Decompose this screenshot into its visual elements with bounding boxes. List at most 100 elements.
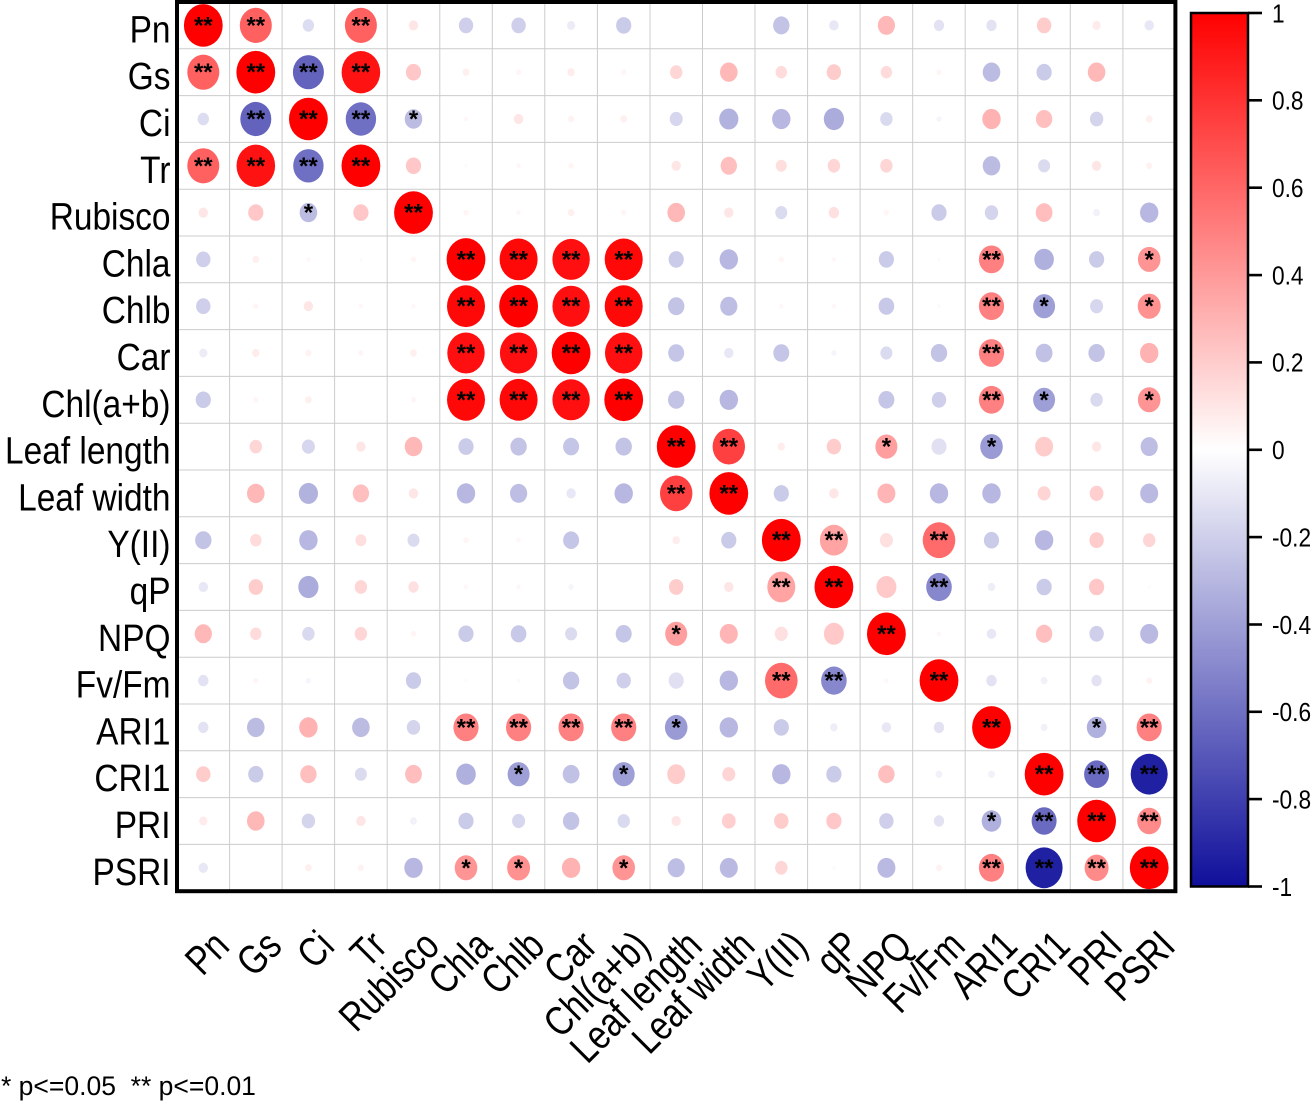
svg-text:**: ** — [457, 340, 476, 367]
svg-text:**: ** — [719, 434, 738, 461]
svg-text:NPQ: NPQ — [98, 617, 170, 659]
svg-text:Fv/Fm: Fv/Fm — [76, 664, 171, 706]
svg-text:*: * — [672, 714, 682, 741]
svg-text:*: * — [514, 855, 524, 882]
svg-text:**: ** — [352, 12, 371, 39]
svg-text:**: ** — [509, 714, 528, 741]
svg-text:**: ** — [1140, 808, 1159, 835]
svg-text:**: ** — [614, 293, 633, 320]
svg-text:**: ** — [562, 246, 581, 273]
svg-text:*: * — [987, 434, 997, 461]
svg-text:*: * — [304, 200, 314, 227]
svg-text:**: ** — [982, 340, 1001, 367]
svg-text:0.2: 0.2 — [1272, 350, 1304, 379]
svg-text:**: ** — [1087, 808, 1106, 835]
svg-text:**: ** — [509, 340, 528, 367]
svg-text:0.6: 0.6 — [1272, 175, 1304, 204]
svg-text:**: ** — [509, 387, 528, 414]
svg-text:**: ** — [930, 668, 949, 695]
svg-text:qP: qP — [130, 570, 171, 612]
svg-text:Y(II): Y(II) — [107, 523, 170, 565]
svg-text:**: ** — [614, 714, 633, 741]
svg-text:**: ** — [352, 59, 371, 86]
svg-text:1: 1 — [1272, 0, 1285, 29]
svg-text:**: ** — [562, 714, 581, 741]
svg-text:Ci: Ci — [139, 102, 171, 144]
svg-text:ARI1: ARI1 — [96, 710, 170, 752]
svg-text:**: ** — [457, 293, 476, 320]
svg-text:PSRI: PSRI — [92, 851, 170, 893]
svg-text:*: * — [619, 855, 629, 882]
svg-text:0.4: 0.4 — [1272, 262, 1304, 291]
svg-text:-0.8: -0.8 — [1272, 786, 1311, 815]
svg-text:*: * — [1039, 293, 1049, 320]
svg-text:*: * — [1145, 293, 1155, 320]
svg-text:**: ** — [562, 340, 581, 367]
svg-text:**: ** — [1035, 761, 1054, 788]
svg-text:**: ** — [614, 340, 633, 367]
svg-text:**: ** — [194, 153, 213, 180]
svg-text:*: * — [409, 106, 419, 133]
svg-text:**: ** — [562, 387, 581, 414]
svg-text:-0.4: -0.4 — [1272, 612, 1311, 641]
svg-text:-0.6: -0.6 — [1272, 699, 1311, 728]
svg-text:-0.2: -0.2 — [1272, 524, 1311, 553]
svg-text:Chla: Chla — [102, 242, 171, 284]
svg-text:**: ** — [877, 621, 896, 648]
svg-text:**: ** — [982, 855, 1001, 882]
svg-text:**: ** — [1140, 761, 1159, 788]
svg-text:*: * — [619, 761, 629, 788]
svg-text:**: ** — [246, 59, 265, 86]
svg-text:**: ** — [1035, 808, 1054, 835]
svg-text:*: * — [882, 434, 892, 461]
svg-text:**: ** — [299, 59, 318, 86]
svg-text:*: * — [514, 761, 524, 788]
svg-text:**: ** — [404, 200, 423, 227]
svg-text:**: ** — [1087, 761, 1106, 788]
svg-text:*: * — [1145, 387, 1155, 414]
svg-text:**: ** — [772, 527, 791, 554]
svg-text:Leaf width: Leaf width — [18, 476, 170, 518]
svg-text:**: ** — [246, 12, 265, 39]
svg-text:**: ** — [982, 246, 1001, 273]
svg-text:**: ** — [614, 246, 633, 273]
svg-text:* p<=0.05 ** p<=0.01: * p<=0.05 ** p<=0.01 — [1, 1071, 256, 1101]
svg-text:**: ** — [667, 480, 686, 507]
svg-text:**: ** — [719, 480, 738, 507]
svg-text:0: 0 — [1272, 437, 1285, 466]
svg-text:*: * — [1145, 246, 1155, 273]
svg-text:Chlb: Chlb — [102, 289, 171, 331]
svg-text:*: * — [987, 808, 997, 835]
svg-text:0.8: 0.8 — [1272, 87, 1304, 116]
svg-text:**: ** — [667, 434, 686, 461]
svg-text:**: ** — [772, 574, 791, 601]
svg-text:Leaf length: Leaf length — [5, 430, 170, 472]
svg-text:**: ** — [825, 574, 844, 601]
svg-text:*: * — [461, 855, 471, 882]
svg-text:**: ** — [1140, 714, 1159, 741]
svg-text:*: * — [1039, 387, 1049, 414]
svg-text:**: ** — [982, 714, 1001, 741]
svg-text:**: ** — [457, 246, 476, 273]
svg-text:**: ** — [299, 106, 318, 133]
svg-text:-1: -1 — [1272, 874, 1292, 903]
svg-text:**: ** — [194, 12, 213, 39]
svg-text:**: ** — [1035, 855, 1054, 882]
svg-text:**: ** — [509, 246, 528, 273]
svg-text:PRI: PRI — [115, 804, 171, 846]
svg-text:**: ** — [982, 387, 1001, 414]
svg-text:**: ** — [457, 714, 476, 741]
svg-text:**: ** — [825, 668, 844, 695]
svg-text:**: ** — [930, 527, 949, 554]
svg-text:**: ** — [246, 106, 265, 133]
svg-text:**: ** — [352, 153, 371, 180]
svg-text:CRI1: CRI1 — [94, 757, 170, 799]
svg-text:**: ** — [772, 668, 791, 695]
svg-text:**: ** — [1140, 855, 1159, 882]
svg-text:Rubisco: Rubisco — [50, 196, 171, 238]
svg-text:Pn: Pn — [130, 8, 171, 50]
svg-text:**: ** — [1087, 855, 1106, 882]
svg-text:**: ** — [562, 293, 581, 320]
svg-text:**: ** — [457, 387, 476, 414]
svg-text:Chl(a+b): Chl(a+b) — [41, 383, 170, 425]
